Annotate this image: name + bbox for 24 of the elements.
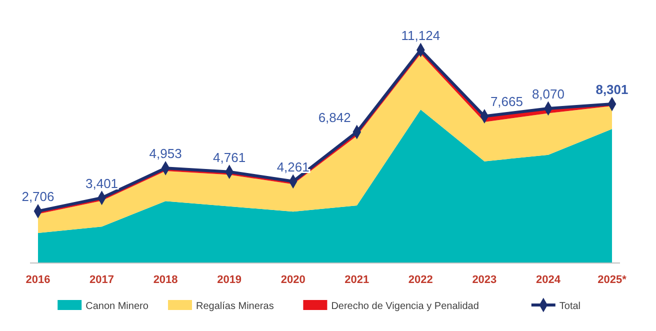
legend-label: Regalías Mineras [196, 301, 274, 312]
data-label: 11,124 [401, 28, 440, 43]
data-label: 8,301 [596, 82, 628, 98]
x-tick-label: 2025* [598, 274, 628, 286]
data-label: 4,953 [149, 146, 182, 162]
data-label: 2,706 [22, 189, 54, 204]
x-tick-label: 2017 [90, 274, 114, 286]
legend-label: Total [559, 301, 581, 312]
x-tick-label: 2018 [153, 274, 178, 286]
data-label: 7,665 [490, 94, 523, 110]
x-tick-label: 2021 [344, 274, 370, 286]
data-label: 8,070 [532, 86, 564, 102]
x-tick-label: 2019 [217, 274, 242, 286]
x-tick-label: 2022 [408, 274, 433, 286]
x-tick-label: 2024 [536, 274, 562, 286]
legend-label: Canon Minero [86, 301, 149, 312]
data-label: 3,401 [86, 176, 118, 191]
data-label: 4,761 [213, 150, 246, 165]
x-tick-label: 2020 [280, 274, 306, 286]
legend-label: Derecho de Vigencia y Penalidad [331, 301, 479, 312]
data-label: 4,261 [276, 159, 310, 174]
data-label: 6,842 [318, 110, 351, 125]
x-tick-label: 2016 [26, 274, 50, 286]
x-tick-label: 2023 [472, 274, 497, 286]
